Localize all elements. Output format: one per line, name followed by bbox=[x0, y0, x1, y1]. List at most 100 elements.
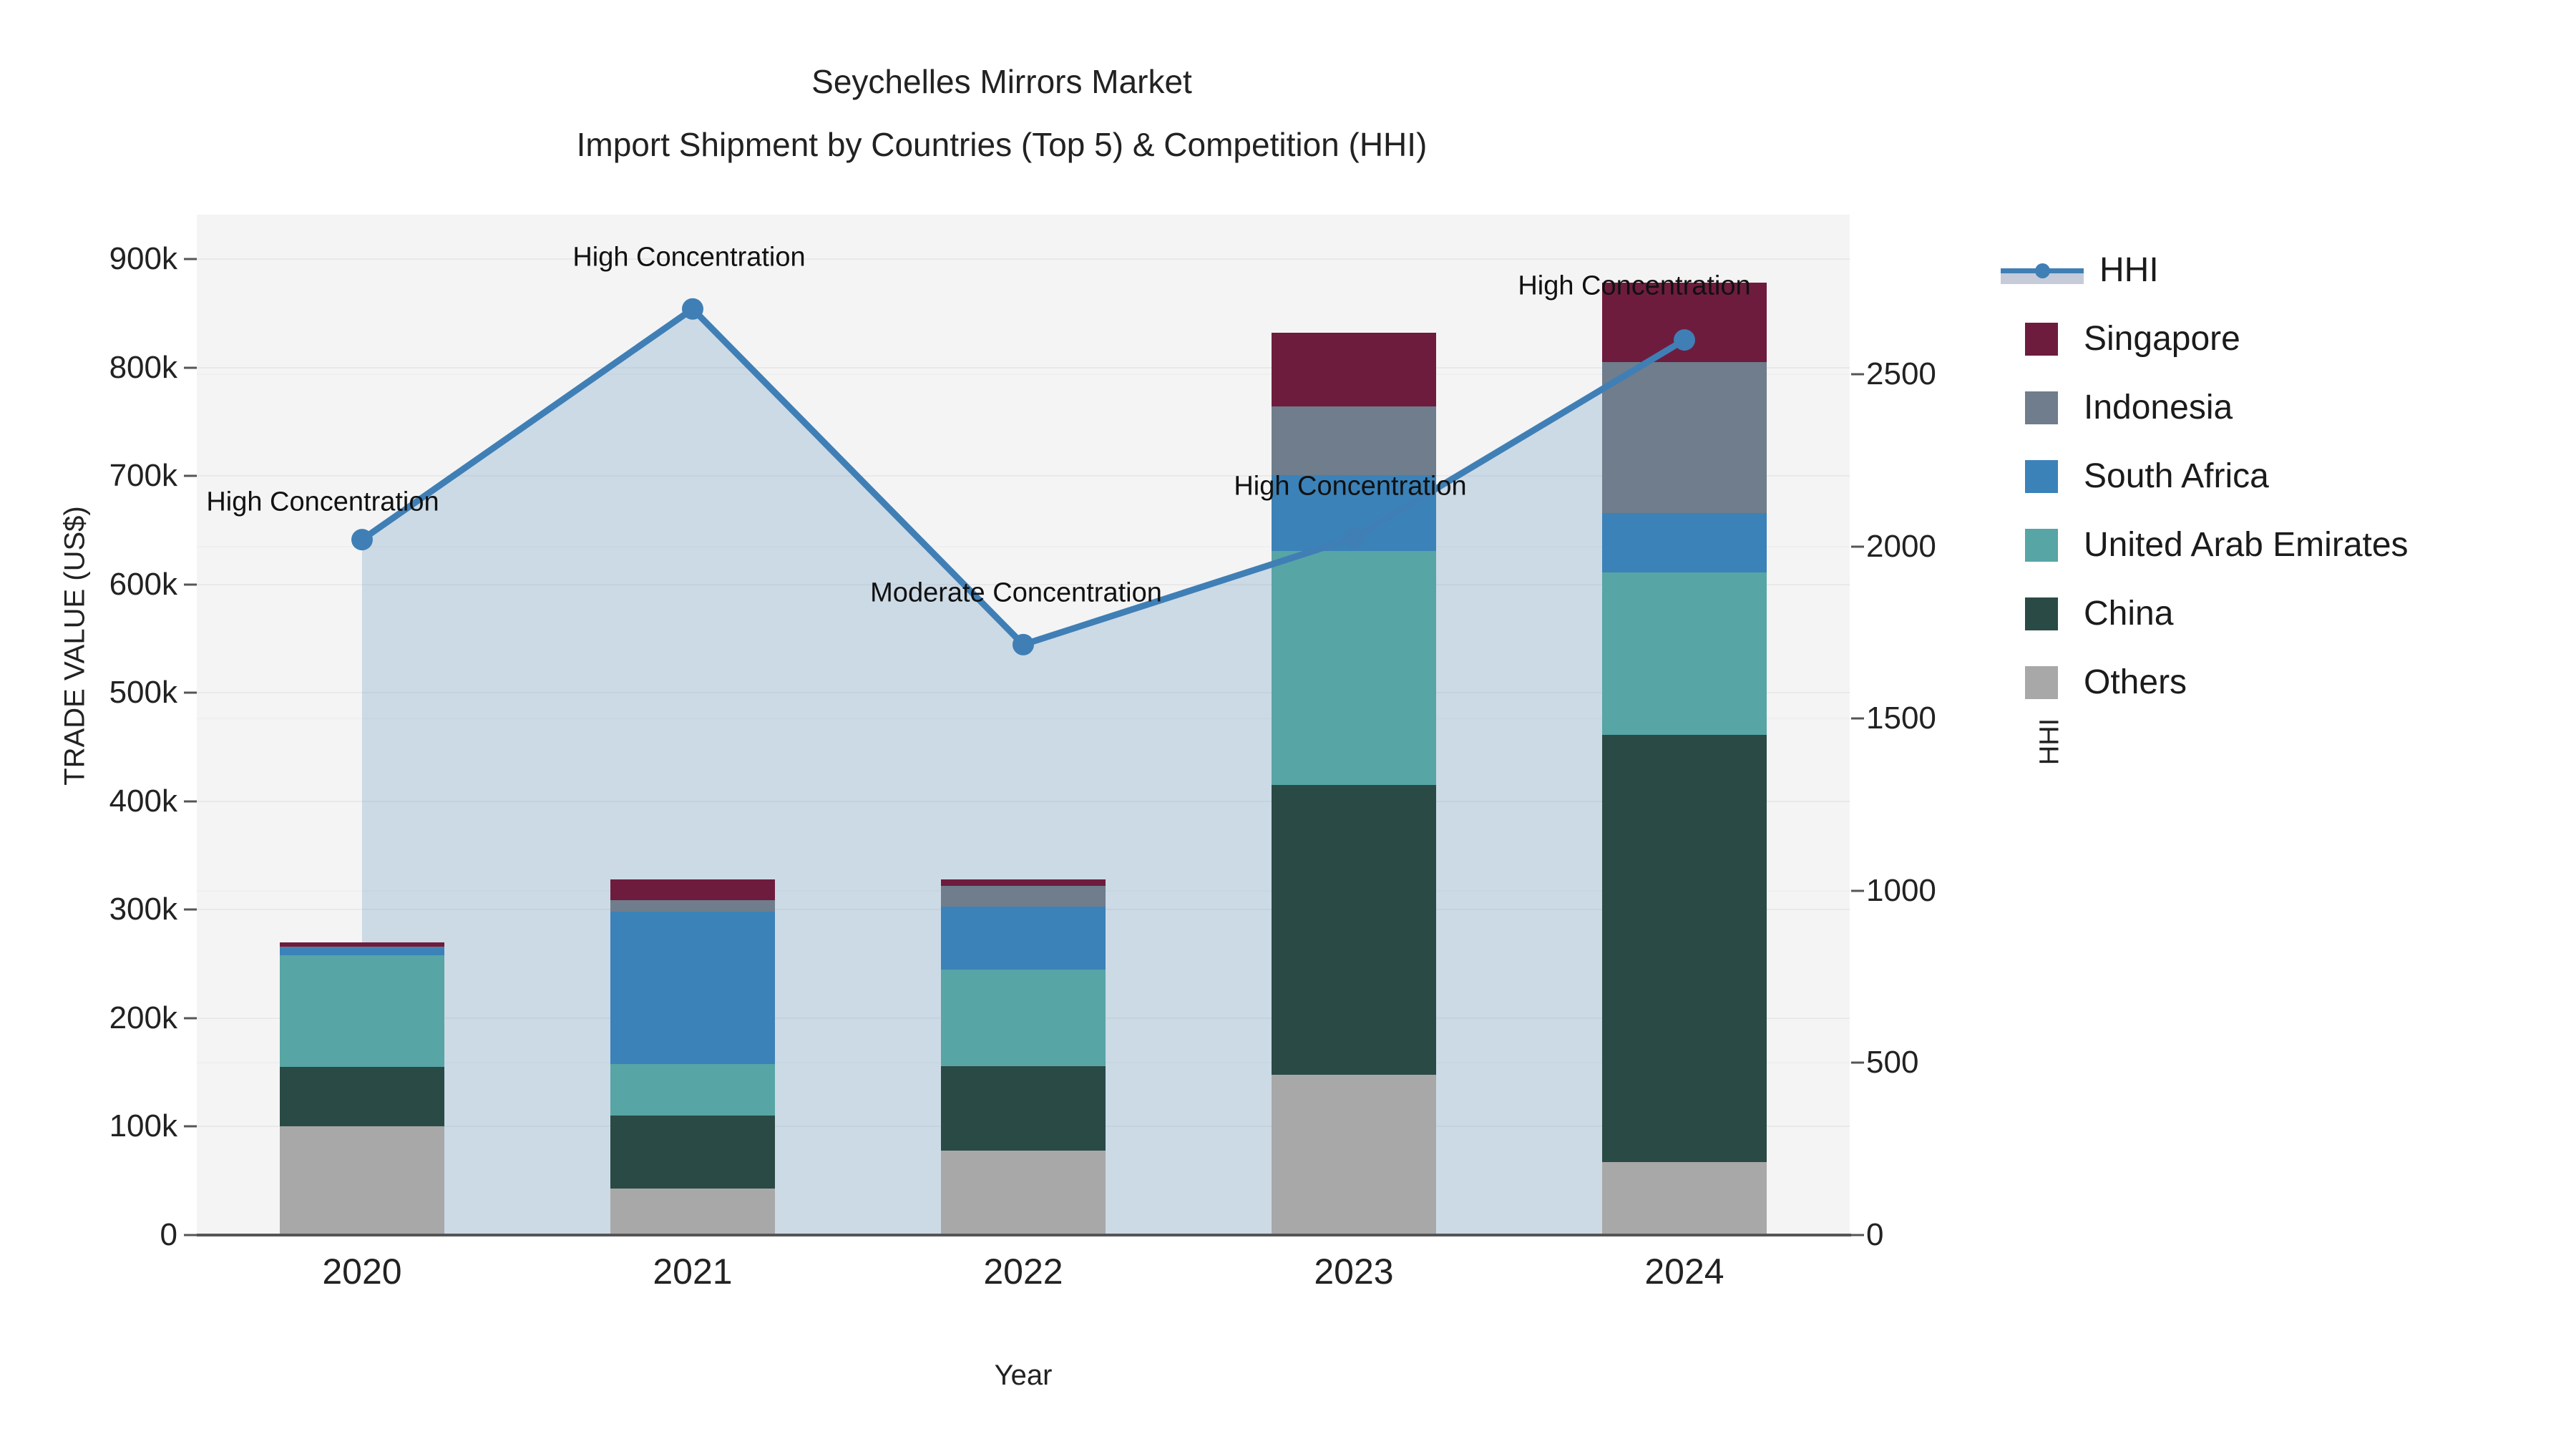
x-axis-line bbox=[197, 1234, 1851, 1236]
legend-swatch-icon bbox=[2025, 597, 2058, 630]
legend-swatch-icon bbox=[2025, 529, 2058, 562]
y-axis-left-tick bbox=[184, 800, 197, 803]
bar-segment[interactable] bbox=[1272, 1074, 1436, 1235]
y-axis-right-tick bbox=[1851, 373, 1864, 376]
y-axis-right-tick-label: 0 bbox=[1866, 1217, 1884, 1252]
gridline-secondary bbox=[197, 545, 1850, 547]
legend-item[interactable]: China bbox=[2025, 580, 2555, 648]
chart-title-line-2: Import Shipment by Countries (Top 5) & C… bbox=[576, 126, 1428, 163]
hhi-line-icon bbox=[2001, 254, 2084, 287]
bar-segment[interactable] bbox=[941, 969, 1106, 1066]
y-axis-left-tick bbox=[184, 474, 197, 477]
legend-item[interactable]: United Arab Emirates bbox=[2025, 511, 2555, 580]
bar-segment[interactable] bbox=[610, 1116, 775, 1189]
legend-swatch-icon bbox=[2025, 323, 2058, 356]
bar-segment[interactable] bbox=[1272, 406, 1436, 475]
y-axis-right-tick bbox=[1851, 545, 1864, 548]
legend-item[interactable]: Others bbox=[2025, 648, 2555, 717]
y-axis-left-tick-label: 600k bbox=[109, 566, 177, 602]
y-axis-right-tick bbox=[1851, 717, 1864, 720]
y-axis-left-tick-label: 400k bbox=[109, 783, 177, 819]
y-axis-left-tick-label: 800k bbox=[109, 349, 177, 385]
bar-segment[interactable] bbox=[1602, 1162, 1767, 1235]
y-axis-left-tick bbox=[184, 258, 197, 260]
x-axis-tick-label: 2024 bbox=[1644, 1252, 1724, 1292]
gridline-secondary bbox=[197, 718, 1850, 720]
x-axis-tick-label: 2022 bbox=[983, 1252, 1063, 1292]
legend-item[interactable]: Indonesia bbox=[2025, 374, 2555, 442]
bar-segment[interactable] bbox=[1602, 572, 1767, 736]
y-axis-left-tick-label: 500k bbox=[109, 675, 177, 711]
y-axis-right-tick bbox=[1851, 1061, 1864, 1064]
bar-segment[interactable] bbox=[1272, 550, 1436, 786]
gridline bbox=[197, 800, 1850, 802]
x-axis-tick-label: 2020 bbox=[322, 1252, 402, 1292]
bar-segment[interactable] bbox=[941, 885, 1106, 907]
concentration-annotation: High Concentration bbox=[572, 242, 806, 273]
legend-swatch-icon bbox=[2025, 666, 2058, 699]
y-axis-right-tick-label: 1000 bbox=[1866, 872, 1936, 908]
y-axis-left-tick bbox=[184, 366, 197, 369]
y-axis-right-tick-label: 500 bbox=[1866, 1045, 1919, 1080]
bar-segment[interactable] bbox=[941, 906, 1106, 970]
concentration-annotation: High Concentration bbox=[1518, 270, 1751, 301]
bar-segment[interactable] bbox=[1602, 512, 1767, 572]
y-axis-right-tick-label: 2000 bbox=[1866, 528, 1936, 564]
legend-item-label: China bbox=[2084, 595, 2174, 633]
bar-segment[interactable] bbox=[1602, 735, 1767, 1163]
concentration-annotation: High Concentration bbox=[206, 487, 439, 517]
legend-item[interactable]: South Africa bbox=[2025, 442, 2555, 511]
gridline bbox=[197, 258, 1850, 260]
y-axis-left-tick bbox=[184, 1125, 197, 1128]
y-axis-left-tick bbox=[184, 1017, 197, 1020]
legend-item-label: HHI bbox=[2099, 251, 2159, 289]
y-axis-left-tick-label: 300k bbox=[109, 892, 177, 927]
legend-item-label: Indonesia bbox=[2084, 389, 2233, 426]
legend-swatch-icon bbox=[2025, 460, 2058, 493]
y-axis-left-tick bbox=[184, 1234, 197, 1236]
bar-segment[interactable] bbox=[941, 1065, 1106, 1151]
bar-segment[interactable] bbox=[1272, 333, 1436, 407]
y-axis-right-tick bbox=[1851, 889, 1864, 892]
gridline bbox=[197, 583, 1850, 585]
bar-segment[interactable] bbox=[610, 879, 775, 900]
legend-item-label: South Africa bbox=[2084, 457, 2269, 495]
y-axis-left-tick bbox=[184, 583, 197, 586]
bar-segment[interactable] bbox=[941, 879, 1106, 886]
y-axis-left-tick bbox=[184, 908, 197, 911]
bar-segment[interactable] bbox=[610, 912, 775, 1064]
legend-item[interactable]: Singapore bbox=[2025, 305, 2555, 374]
y-axis-left-tick-label: 900k bbox=[109, 241, 177, 276]
bar-segment[interactable] bbox=[610, 899, 775, 912]
x-axis-tick-label: 2023 bbox=[1314, 1252, 1394, 1292]
bar-segment[interactable] bbox=[610, 1188, 775, 1235]
bar-segment[interactable] bbox=[280, 1126, 444, 1235]
chart-title: Seychelles Mirrors Market Import Shipmen… bbox=[0, 50, 2004, 176]
y-axis-left-tick-label: 0 bbox=[160, 1217, 177, 1252]
y-axis-right-tick bbox=[1851, 1234, 1864, 1236]
bar-segment[interactable] bbox=[610, 1063, 775, 1116]
y-axis-left-tick bbox=[184, 691, 197, 694]
legend-item-label: Others bbox=[2084, 663, 2187, 701]
bar-segment[interactable] bbox=[1602, 361, 1767, 513]
bar-segment[interactable] bbox=[280, 942, 444, 947]
bar-segment[interactable] bbox=[1272, 785, 1436, 1075]
bar-segment[interactable] bbox=[941, 1150, 1106, 1235]
bar-segment[interactable] bbox=[280, 947, 444, 955]
x-axis-title: Year bbox=[994, 1360, 1053, 1391]
chart-legend: HHI Singapore Indonesia South Africa United … bbox=[2001, 236, 2555, 717]
x-axis-tick-label: 2021 bbox=[653, 1252, 733, 1292]
chart-title-line-1: Seychelles Mirrors Market bbox=[811, 63, 1192, 100]
legend-item-label: Singapore bbox=[2084, 320, 2240, 358]
y-axis-left-tick-label: 200k bbox=[109, 1000, 177, 1035]
bar-segment[interactable] bbox=[280, 1067, 444, 1127]
concentration-annotation: High Concentration bbox=[1234, 471, 1467, 502]
legend-item[interactable]: HHI bbox=[2001, 236, 2555, 305]
legend-item-label: United Arab Emirates bbox=[2084, 526, 2409, 564]
bar-segment[interactable] bbox=[280, 946, 444, 948]
bar-segment[interactable] bbox=[280, 955, 444, 1068]
plot-area: High Concentration High Concentration Mode… bbox=[197, 215, 1850, 1236]
concentration-annotation: Moderate Concentration bbox=[870, 577, 1162, 608]
hhi-line bbox=[351, 298, 1695, 655]
